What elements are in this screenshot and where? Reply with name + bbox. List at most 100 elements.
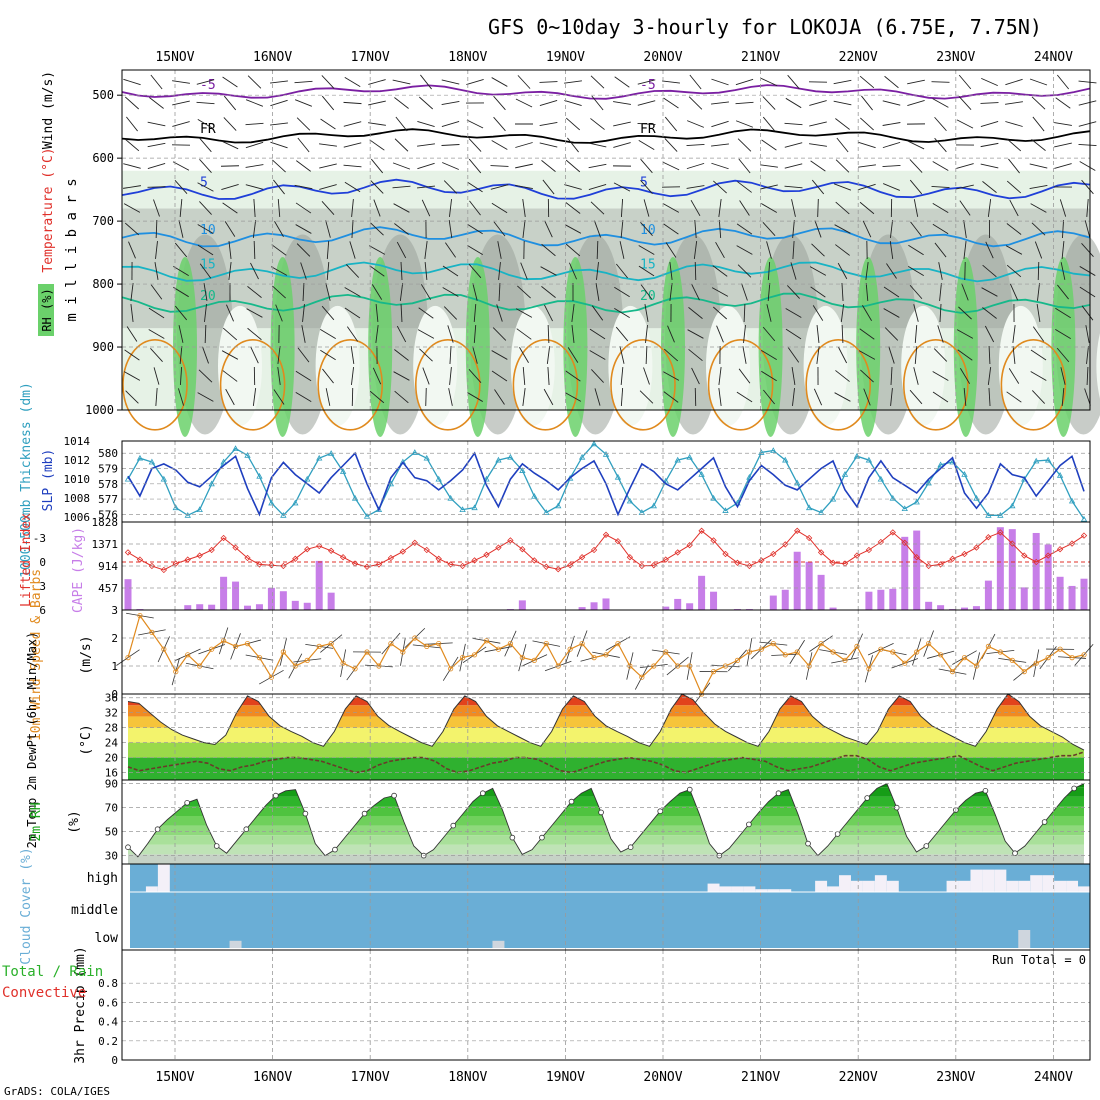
wind-barb [833, 100, 852, 106]
wind-barb [223, 95, 237, 111]
isotherm-label: 5 [200, 176, 208, 191]
wind-barb [761, 349, 777, 361]
wind-barb [473, 303, 477, 323]
wind-barb [640, 179, 653, 195]
temp-area [128, 694, 1084, 780]
wind-barb [447, 325, 454, 343]
wind-barb [693, 241, 698, 259]
wind-barb [1031, 139, 1046, 151]
precip-rain-label: Total / Rain [2, 964, 103, 980]
cape-bar [805, 561, 813, 610]
wind-barb [958, 96, 972, 110]
wind-barb [150, 284, 163, 300]
wind-barb [784, 163, 803, 169]
run-total: Run Total = 0 [992, 953, 1086, 967]
wind-barb [1037, 261, 1040, 281]
day-label-top: 15NOV [155, 50, 194, 65]
slp-point [519, 467, 526, 473]
li-point [196, 552, 203, 559]
wind-barb [686, 162, 705, 170]
slp-point [865, 456, 873, 463]
wind10m-point [137, 612, 143, 619]
wind-barb [147, 121, 166, 127]
rh-point [686, 786, 693, 793]
li-point [566, 562, 574, 569]
cloud-high-gap [1054, 880, 1067, 892]
wind-barb [860, 369, 874, 383]
wind-barb [760, 184, 778, 190]
wind-barb [1029, 163, 1048, 169]
rh-point [864, 795, 870, 801]
wind-barb [711, 78, 729, 86]
wind10m-point [209, 646, 215, 652]
cape-bar [937, 605, 945, 610]
wind-barb [421, 199, 431, 217]
wind10m-point [244, 640, 251, 647]
rh-point [125, 844, 131, 850]
wind-barb [810, 286, 826, 298]
wind-barb [496, 304, 503, 322]
isotherm-loop [1000, 339, 1067, 431]
wind-barb [199, 201, 212, 215]
wind-barb [712, 306, 728, 320]
cloud-high-gap [743, 886, 756, 892]
wind10m-point [1021, 668, 1027, 675]
wind-barb [1005, 78, 1023, 86]
wind-barb [833, 79, 852, 85]
rh-point [480, 790, 486, 796]
temp-band [128, 694, 1084, 706]
wind10m-point [256, 654, 263, 661]
slp-point [339, 468, 347, 474]
wind-barb [275, 304, 283, 322]
cape-tick: 3 [111, 604, 118, 617]
slp-point [626, 497, 634, 504]
wind-barb [199, 137, 212, 153]
wind-barb [567, 347, 579, 363]
wind-barb [199, 263, 212, 279]
wind-barb [689, 74, 702, 90]
wind-barb [226, 304, 234, 322]
wind10m-point [471, 652, 478, 658]
wind-barb [884, 327, 899, 341]
wind-barb [956, 163, 974, 169]
slp-point [758, 449, 765, 455]
cape-tick: 1828 [92, 516, 119, 529]
slp-point [280, 512, 287, 518]
wind-barb [490, 184, 509, 190]
wind-barb [441, 79, 460, 85]
wind-barb [738, 158, 751, 174]
wind-barb [155, 387, 158, 407]
cloud-high-gap [707, 883, 720, 892]
wind-barb [197, 392, 214, 402]
wind-barb [222, 76, 238, 88]
wind-barb [325, 283, 331, 301]
cape-bar [303, 602, 311, 610]
wind-barb [448, 199, 453, 217]
rh-plume-light [1096, 333, 1100, 399]
wind-barb [172, 80, 190, 84]
wind-barb [245, 122, 264, 126]
wind-barb [760, 164, 778, 168]
slp-line [127, 442, 1085, 520]
wind-barb [369, 390, 385, 404]
wind-barb [565, 117, 581, 131]
wind-barb [123, 203, 141, 213]
wind-barb [123, 371, 141, 381]
rh-point [450, 822, 457, 829]
slp-point [602, 451, 610, 457]
wind-barb [909, 179, 923, 195]
cape-bar [710, 591, 718, 610]
wind-barb [1031, 390, 1046, 404]
ytick-label: 900 [92, 340, 114, 354]
cape-bar [769, 595, 777, 610]
thickness-tick: 577 [98, 493, 118, 506]
li-tick: 6 [39, 604, 46, 617]
cloud-high-gap [719, 886, 732, 892]
ytick-label: 800 [92, 277, 114, 291]
slp-point [555, 502, 562, 509]
wind-barb [987, 199, 992, 217]
precip-tick: 0.6 [98, 996, 118, 1009]
wind-barb [344, 307, 361, 319]
day-label-bottom: 20NOV [643, 1070, 682, 1085]
wind-barb [147, 186, 166, 188]
